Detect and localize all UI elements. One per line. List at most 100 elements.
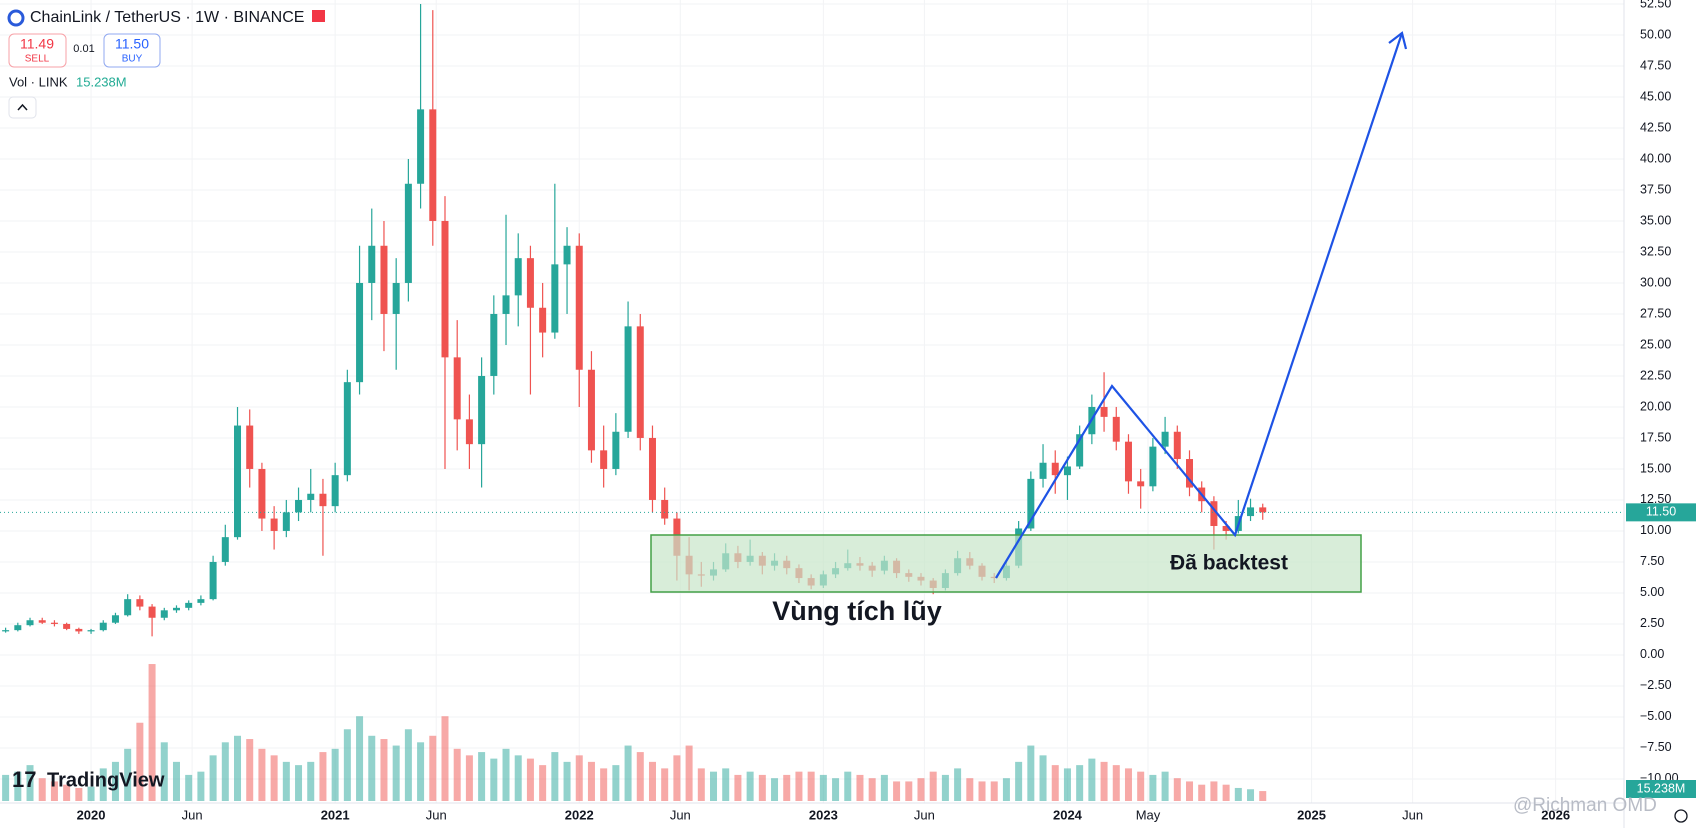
candle-body xyxy=(185,602,193,608)
y-tick-label: 2.50 xyxy=(1640,616,1664,630)
volume-bar xyxy=(1124,768,1132,801)
volume-bar xyxy=(258,748,266,801)
candle-body xyxy=(465,419,473,445)
candle-body xyxy=(661,499,669,519)
candle-body xyxy=(1137,481,1145,487)
candle-body xyxy=(368,245,376,283)
volume-bar xyxy=(685,745,693,801)
candle-body xyxy=(417,109,425,184)
volume-bar xyxy=(990,781,998,801)
candle-body xyxy=(490,313,498,376)
volume-bar xyxy=(1210,781,1218,801)
x-tick-label: Jun xyxy=(670,807,691,822)
candle-body xyxy=(26,620,34,626)
volume-bar xyxy=(722,768,730,801)
spread: 0.01 xyxy=(73,43,94,55)
volume-bar xyxy=(111,761,119,801)
volume-bar xyxy=(1002,778,1010,801)
candle-body xyxy=(1161,431,1169,447)
volume-bar xyxy=(905,781,913,801)
candle-body xyxy=(1063,466,1071,476)
candle-body xyxy=(514,258,522,296)
volume-bar xyxy=(2,774,10,801)
candle-body xyxy=(270,518,278,531)
candle-body xyxy=(1039,462,1047,479)
candle-body xyxy=(404,183,412,283)
candle-body xyxy=(502,295,510,314)
candle-body xyxy=(282,512,290,531)
candle-body xyxy=(2,630,10,632)
y-tick-label: −7.50 xyxy=(1640,740,1672,754)
volume-bar xyxy=(1100,761,1108,801)
candle-body xyxy=(1027,478,1035,529)
y-tick-label: 25.00 xyxy=(1640,337,1671,351)
candle-body xyxy=(50,622,58,624)
candle-body xyxy=(1247,507,1255,517)
volume-bar xyxy=(282,761,290,801)
volume-bar xyxy=(343,729,351,801)
volume-bar xyxy=(1259,791,1267,801)
volume-bar xyxy=(880,774,888,801)
volume-tag xyxy=(1626,780,1696,798)
volume-bar xyxy=(771,778,779,801)
volume-pane xyxy=(2,664,1267,801)
volume-bar xyxy=(75,787,83,801)
candle-body xyxy=(441,220,449,358)
volume-bar xyxy=(295,765,303,801)
volume-tag-label: 15.238M xyxy=(1637,781,1686,795)
buy-button[interactable] xyxy=(103,33,161,68)
candle-body xyxy=(172,607,180,611)
candle-body xyxy=(600,450,608,469)
volume-bar xyxy=(746,771,754,801)
candle-body xyxy=(14,625,22,631)
volume-bar xyxy=(490,758,498,801)
volume-bar xyxy=(514,755,522,801)
volume-bar xyxy=(551,752,559,801)
volume-bar xyxy=(221,742,229,801)
volume-bar xyxy=(539,765,547,801)
volume-bar xyxy=(99,768,107,801)
candle-body xyxy=(563,245,571,265)
volume-bar xyxy=(819,774,827,801)
sell-button[interactable] xyxy=(8,33,67,68)
x-tick-label: 2020 xyxy=(77,807,106,822)
volume-bar xyxy=(50,781,58,801)
volume-bar xyxy=(209,755,217,801)
volume-bar xyxy=(1027,745,1035,801)
volume-bar xyxy=(392,745,400,801)
volume-bar xyxy=(612,765,620,801)
volume-bar xyxy=(978,781,986,801)
candle-body xyxy=(1222,525,1230,531)
volume-bar xyxy=(1088,758,1096,801)
candle-body xyxy=(380,245,388,314)
volume-bar xyxy=(453,748,461,801)
candle-body xyxy=(221,537,229,562)
y-tick-label: 45.00 xyxy=(1640,89,1671,103)
sell-label: SELL xyxy=(25,54,50,65)
volume-bar xyxy=(661,768,669,801)
buy-price: 11.50 xyxy=(115,36,149,52)
candle-body xyxy=(111,615,119,623)
last-price-tag xyxy=(1626,503,1696,522)
y-tick-label: 0.00 xyxy=(1640,647,1664,661)
annotation: Vùng tích lũy xyxy=(772,596,942,626)
candle-body xyxy=(478,375,486,445)
symbol-title[interactable]: ChainLink / TetherUS · 1W · BINANCE xyxy=(30,9,304,26)
candle-body xyxy=(1186,459,1194,488)
collapse-button[interactable] xyxy=(8,96,37,119)
candle-body xyxy=(209,561,217,600)
x-tick-label: Jun xyxy=(914,807,935,822)
volume-bar xyxy=(1112,765,1120,801)
volume-bar xyxy=(710,771,718,801)
y-tick-label: −5.00 xyxy=(1640,709,1672,723)
candle-body xyxy=(136,599,144,607)
volume-bar xyxy=(1198,784,1206,801)
settings-icon[interactable] xyxy=(1674,809,1688,823)
volume-bar xyxy=(441,716,449,801)
volume-bar xyxy=(270,755,278,801)
volume-bar xyxy=(1247,789,1255,801)
volume-bar xyxy=(563,761,571,801)
y-tick-label: 7.50 xyxy=(1640,554,1664,568)
flag-icon[interactable] xyxy=(312,10,325,22)
candle-body xyxy=(87,630,95,632)
